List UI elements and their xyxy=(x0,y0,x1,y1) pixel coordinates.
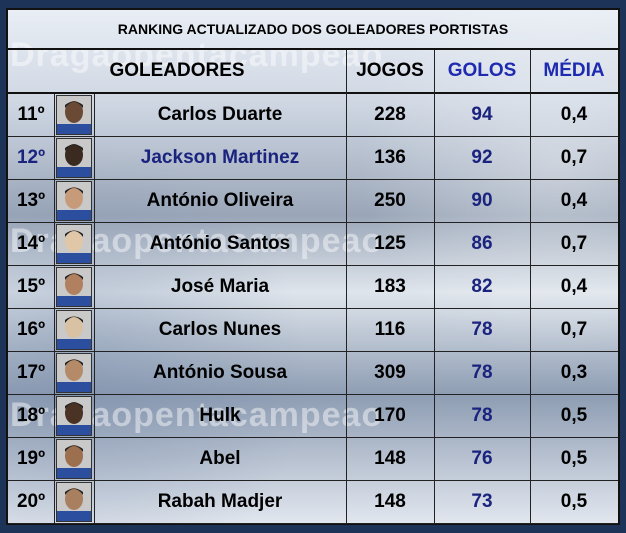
media-value: 0,5 xyxy=(560,405,588,426)
table-row: 12º Jackson Martinez 136 92 0,7 xyxy=(8,137,618,180)
table-header-row: GOLEADORES JOGOS GOLOS MÉDIA xyxy=(8,50,618,94)
player-name: Jackson Martinez xyxy=(140,147,300,168)
media-value: 0,4 xyxy=(560,190,588,211)
table-title: RANKING ACTUALIZADO DOS GOLEADORES PORTI… xyxy=(8,10,618,50)
player-photo xyxy=(56,138,92,178)
media-value: 0,7 xyxy=(560,319,588,340)
jogos-value: 228 xyxy=(374,104,406,125)
player-photo xyxy=(56,181,92,221)
player-photo xyxy=(56,310,92,350)
golos-value: 78 xyxy=(471,362,493,383)
jogos-value: 148 xyxy=(374,491,406,512)
player-photo xyxy=(56,353,92,393)
media-value: 0,7 xyxy=(560,147,588,168)
player-photo-cell xyxy=(54,309,94,351)
player-photo-cell xyxy=(54,137,94,179)
player-photo-cell xyxy=(54,223,94,265)
player-name: Hulk xyxy=(199,405,241,426)
player-name: António Oliveira xyxy=(146,190,294,211)
golos-value: 76 xyxy=(471,448,493,469)
table-row: 19º Abel 148 76 0,5 xyxy=(8,438,618,481)
header-goleadores: GOLEADORES xyxy=(109,60,245,81)
player-photo-cell xyxy=(54,180,94,222)
rank: 19º xyxy=(16,448,46,469)
table-row: 15º José Maria 183 82 0,4 xyxy=(8,266,618,309)
golos-value: 90 xyxy=(471,190,493,211)
player-name: António Santos xyxy=(149,233,291,254)
player-name: José Maria xyxy=(170,276,270,297)
player-name: Carlos Nunes xyxy=(158,319,282,340)
media-value: 0,4 xyxy=(560,104,588,125)
header-media: MÉDIA xyxy=(543,60,605,81)
rank: 13º xyxy=(16,190,46,211)
player-photo xyxy=(56,482,92,522)
column-divider xyxy=(94,94,95,523)
jogos-value: 116 xyxy=(374,319,406,340)
golos-value: 73 xyxy=(471,491,493,512)
table-row: 11º Carlos Duarte 228 94 0,4 xyxy=(8,94,618,137)
jogos-value: 136 xyxy=(374,147,406,168)
rank: 11º xyxy=(17,104,45,125)
rank: 18º xyxy=(16,405,46,426)
player-photo-cell xyxy=(54,438,94,480)
jogos-value: 183 xyxy=(374,276,406,297)
media-value: 0,4 xyxy=(560,276,588,297)
golos-value: 94 xyxy=(471,104,493,125)
player-photo-cell xyxy=(54,395,94,437)
rank: 20º xyxy=(16,491,46,512)
player-photo xyxy=(56,439,92,479)
player-name: António Sousa xyxy=(152,362,288,383)
player-photo xyxy=(56,224,92,264)
rank: 14º xyxy=(16,233,46,254)
player-name: Rabah Madjer xyxy=(157,491,283,512)
media-value: 0,5 xyxy=(560,491,588,512)
rank: 16º xyxy=(16,319,46,340)
rank: 12º xyxy=(16,147,46,168)
player-photo-cell xyxy=(54,481,94,523)
golos-value: 78 xyxy=(471,319,493,340)
media-value: 0,3 xyxy=(560,362,588,383)
player-photo-cell xyxy=(54,352,94,394)
jogos-value: 148 xyxy=(374,448,406,469)
golos-value: 86 xyxy=(471,233,493,254)
column-divider xyxy=(434,50,435,523)
column-divider xyxy=(54,94,55,523)
table-row: 17º António Sousa 309 78 0,3 xyxy=(8,352,618,395)
table-row: 18º Hulk 170 78 0,5 xyxy=(8,395,618,438)
rank: 17º xyxy=(16,362,46,383)
jogos-value: 170 xyxy=(374,405,406,426)
table-row: 16º Carlos Nunes 116 78 0,7 xyxy=(8,309,618,352)
rank: 15º xyxy=(16,276,46,297)
player-photo-cell xyxy=(54,94,94,136)
header-jogos: JOGOS xyxy=(356,60,424,81)
player-name: Abel xyxy=(199,448,241,469)
golos-value: 78 xyxy=(471,405,493,426)
jogos-value: 309 xyxy=(374,362,406,383)
media-value: 0,7 xyxy=(560,233,588,254)
jogos-value: 125 xyxy=(374,233,406,254)
table-row: 13º António Oliveira 250 90 0,4 xyxy=(8,180,618,223)
player-photo xyxy=(56,95,92,135)
golos-value: 82 xyxy=(471,276,493,297)
player-photo xyxy=(56,396,92,436)
golos-value: 92 xyxy=(471,147,493,168)
header-golos: GOLOS xyxy=(447,60,517,81)
jogos-value: 250 xyxy=(374,190,406,211)
media-value: 0,5 xyxy=(560,448,588,469)
table-row: 14º António Santos 125 86 0,7 xyxy=(8,223,618,266)
column-divider xyxy=(530,50,531,523)
table-row: 20º Rabah Madjer 148 73 0,5 xyxy=(8,481,618,524)
player-photo xyxy=(56,267,92,307)
column-divider xyxy=(346,50,347,523)
player-photo-cell xyxy=(54,266,94,308)
player-name: Carlos Duarte xyxy=(157,104,283,125)
